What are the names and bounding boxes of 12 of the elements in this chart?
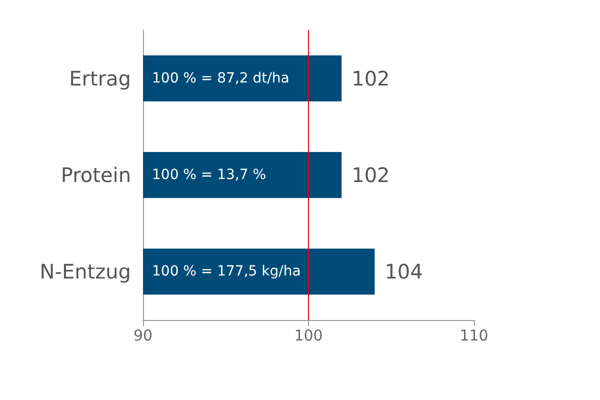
x-tick-label: 110 [460, 326, 488, 344]
data-label: 104 [384, 260, 423, 284]
x-tick-label: 100 [294, 326, 323, 344]
annotation: 100 % = 87,2 dt/ha [152, 70, 290, 86]
annotation: 100 % = 13,7 % [152, 167, 266, 183]
x-tick-label: 90 [133, 326, 153, 344]
data-label: 102 [352, 66, 390, 90]
y-tick-label: Protein [60, 163, 131, 187]
annotation: 100 % = 177,5 kg/ha [152, 264, 301, 280]
data-label: 102 [352, 163, 390, 187]
y-tick-label: Ertrag [69, 66, 131, 90]
y-tick-label: N-Entzug [40, 260, 131, 284]
